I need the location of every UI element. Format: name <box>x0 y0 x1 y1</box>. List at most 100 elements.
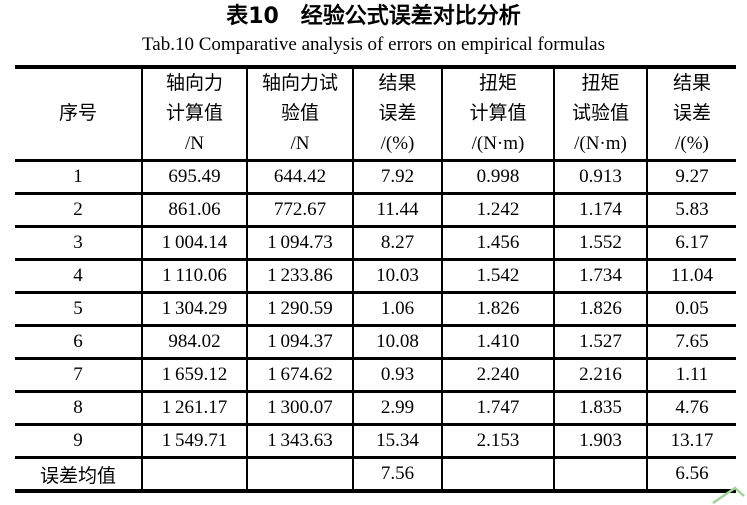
table-row: 8 1 261.17 1 300.07 2.99 1.747 1.835 4.7… <box>15 390 736 426</box>
table-cell: 2.216 <box>553 357 648 393</box>
table-cell: 2 <box>15 192 143 228</box>
header-line: 扭矩 <box>478 73 517 94</box>
table-cell: 1.826 <box>441 291 555 327</box>
table-row: 5 1 304.29 1 290.59 1.06 1.826 1.826 0.0… <box>15 291 736 327</box>
table-cell: 1.527 <box>553 324 648 360</box>
table-cell: 6.17 <box>646 225 736 261</box>
table-cell: 9 <box>15 423 143 459</box>
table-cell: 0.93 <box>352 357 443 393</box>
table-cell: 1 094.73 <box>246 225 354 261</box>
table-cell: 9.27 <box>646 159 736 195</box>
table-cell: 772.67 <box>246 192 354 228</box>
table-cell: 1.11 <box>646 357 736 393</box>
mean-torque-error-value: 6.56 <box>646 456 736 493</box>
table-cell <box>553 456 648 493</box>
table-row: 9 1 549.71 1 343.63 15.34 2.153 1.903 13… <box>15 423 736 459</box>
table-cell: 1.542 <box>441 258 555 294</box>
table-row: 6 984.02 1 094.37 10.08 1.410 1.527 7.65 <box>15 324 736 360</box>
table-cell: 13.17 <box>646 423 736 459</box>
table-cell: 10.03 <box>352 258 443 294</box>
table-cell: 984.02 <box>141 324 248 360</box>
table-cell: 2.99 <box>352 390 443 426</box>
table-cell <box>246 456 354 493</box>
table-cell: 7 <box>15 357 143 393</box>
table-cell: 1 659.12 <box>141 357 248 393</box>
table-cell: 1.826 <box>553 291 648 327</box>
table-cell: 4.76 <box>646 390 736 426</box>
table-cell: 5 <box>15 291 143 327</box>
header-line: /(%) <box>675 133 709 154</box>
header-line: /N <box>290 133 310 154</box>
table-cell: 1 290.59 <box>246 291 354 327</box>
error-comparison-table: 序号 轴向力 计算值 /N 轴向力试 验值 /N 结果 误差 /(%) 扭矩 计… <box>15 65 736 493</box>
table-cell: 0.913 <box>553 159 648 195</box>
table-cell: 695.49 <box>141 159 248 195</box>
header-line: 计算值 <box>469 103 527 124</box>
table-cell: 6 <box>15 324 143 360</box>
mean-row-label: 误差均值 <box>15 456 143 493</box>
table-cell: 1 674.62 <box>246 357 354 393</box>
table-cell: 1.747 <box>441 390 555 426</box>
header-line: 扭矩 <box>581 73 620 94</box>
table-cell <box>141 456 248 493</box>
table-cell: 1.06 <box>352 291 443 327</box>
table-cell: 11.44 <box>352 192 443 228</box>
table-row: 7 1 659.12 1 674.62 0.93 2.240 2.216 1.1… <box>15 357 736 393</box>
header-axial-calc: 轴向力 计算值 /N <box>141 65 248 162</box>
header-line: /(N·m) <box>471 133 525 154</box>
table-row: 4 1 110.06 1 233.86 10.03 1.542 1.734 11… <box>15 258 736 294</box>
table-cell: 3 <box>15 225 143 261</box>
header-line: 轴向力 <box>165 73 223 94</box>
table-cell: 2.153 <box>441 423 555 459</box>
table-cell: 1.835 <box>553 390 648 426</box>
header-line: 验值 <box>280 103 319 124</box>
table-row: 3 1 004.14 1 094.73 8.27 1.456 1.552 6.1… <box>15 225 736 261</box>
header-line: 结果 <box>378 73 417 94</box>
table-cell: 1 300.07 <box>246 390 354 426</box>
table-cell: 1.456 <box>441 225 555 261</box>
table-cell: 11.04 <box>646 258 736 294</box>
table-cell: 861.06 <box>141 192 248 228</box>
table-cell: 1 <box>15 159 143 195</box>
table-cell: 4 <box>15 258 143 294</box>
table-cell: 644.42 <box>246 159 354 195</box>
table-cell: 8.27 <box>352 225 443 261</box>
table-cell: 1 004.14 <box>141 225 248 261</box>
table-cell: 8 <box>15 390 143 426</box>
header-axial-test: 轴向力试 验值 /N <box>246 65 354 162</box>
header-line: 误差 <box>672 103 711 124</box>
table-cell: 1 094.37 <box>246 324 354 360</box>
mean-axial-error-value: 7.56 <box>352 456 443 493</box>
table-cell: 1 304.29 <box>141 291 248 327</box>
header-line: 计算值 <box>165 103 223 124</box>
table-cell: 1.242 <box>441 192 555 228</box>
header-torque-test: 扭矩 试验值 /(N·m) <box>553 65 648 162</box>
table-row: 1 695.49 644.42 7.92 0.998 0.913 9.27 <box>15 159 736 195</box>
table-cell: 2.240 <box>441 357 555 393</box>
table-cell: 0.05 <box>646 291 736 327</box>
header-line: 轴向力试 <box>261 73 338 94</box>
table-cell: 1 549.71 <box>141 423 248 459</box>
table-cell: 1.174 <box>553 192 648 228</box>
mean-row: 误差均值 7.56 6.56 <box>15 456 736 493</box>
header-axial-error: 结果 误差 /(%) <box>352 65 443 162</box>
header-line: 结果 <box>672 73 711 94</box>
header-line: 试验值 <box>571 103 629 124</box>
header-line: /(%) <box>380 133 415 154</box>
header-line: /(N·m) <box>574 133 627 154</box>
table-cell: 1 233.86 <box>246 258 354 294</box>
table-caption-en: Tab.10 Comparative analysis of errors on… <box>142 34 605 55</box>
table-cell: 10.08 <box>352 324 443 360</box>
table-cell: 1.903 <box>553 423 648 459</box>
table-cell: 1 261.17 <box>141 390 248 426</box>
table-cell <box>441 456 555 493</box>
header-torque-calc: 扭矩 计算值 /(N·m) <box>441 65 555 162</box>
table-cell: 1.410 <box>441 324 555 360</box>
table-caption-zh: 表10 经验公式误差对比分析 <box>226 4 521 29</box>
header-line: 序号 <box>58 103 97 124</box>
table-cell: 7.65 <box>646 324 736 360</box>
header-serial: 序号 <box>15 65 143 162</box>
header-torque-error: 结果 误差 /(%) <box>646 65 736 162</box>
table-cell: 1.734 <box>553 258 648 294</box>
